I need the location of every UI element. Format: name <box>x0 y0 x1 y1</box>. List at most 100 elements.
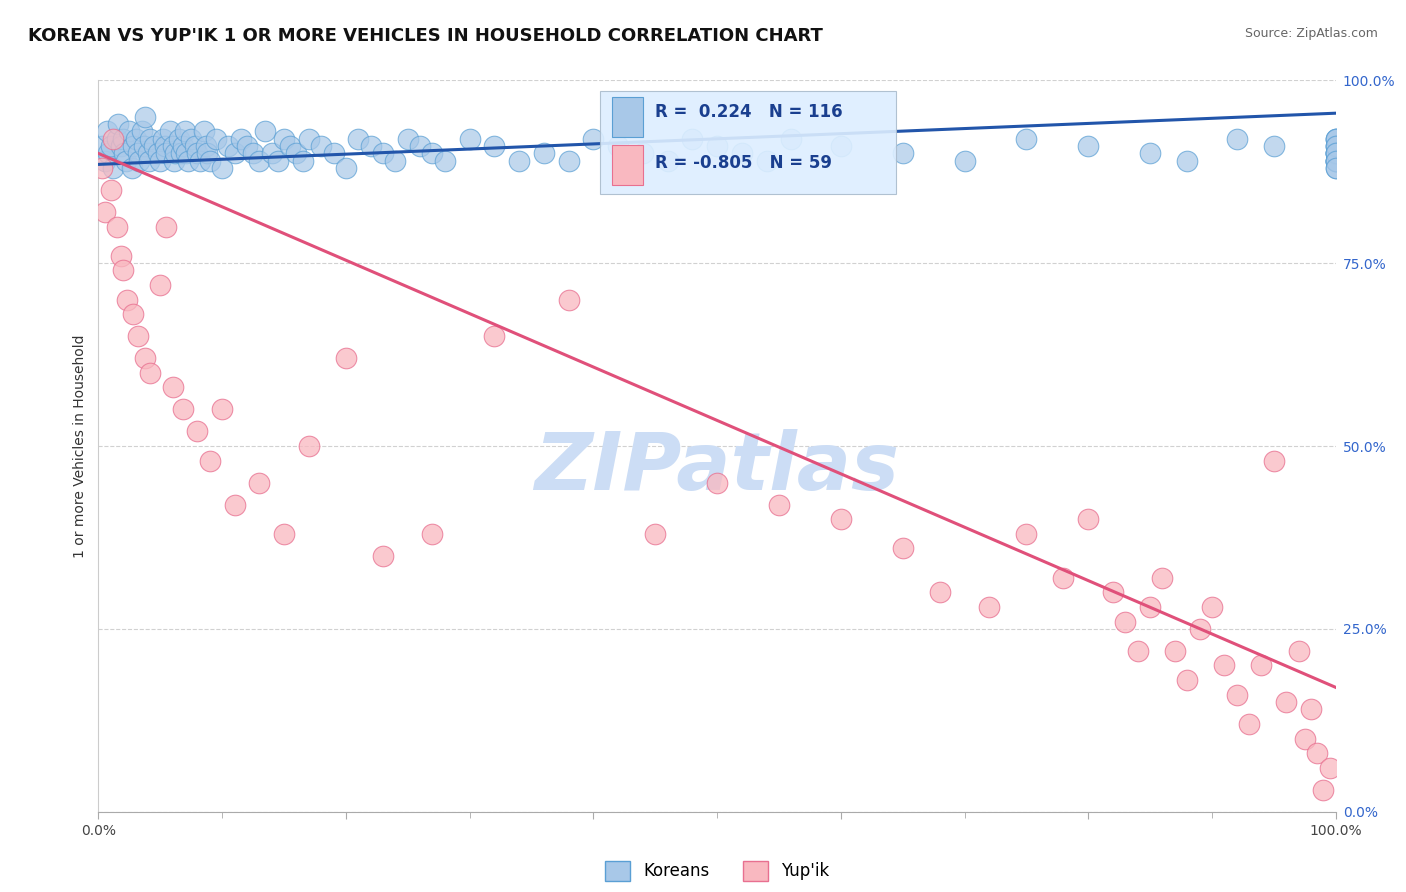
Point <box>224 498 246 512</box>
Point <box>127 146 149 161</box>
Point <box>335 161 357 175</box>
Point <box>1126 644 1149 658</box>
Point <box>172 402 194 417</box>
Point <box>267 153 290 168</box>
Point <box>149 278 172 293</box>
Text: Source: ZipAtlas.com: Source: ZipAtlas.com <box>1244 27 1378 40</box>
Point <box>131 124 153 138</box>
Point <box>1164 644 1187 658</box>
Point <box>830 512 852 526</box>
Point <box>335 351 357 366</box>
Point <box>1175 153 1198 168</box>
Point <box>211 161 233 175</box>
Point <box>167 132 190 146</box>
Point <box>170 146 193 161</box>
Point <box>1324 132 1347 146</box>
Point <box>107 117 129 131</box>
Point <box>149 153 172 168</box>
Point <box>1324 161 1347 175</box>
Point <box>122 307 145 321</box>
Point <box>198 453 221 467</box>
Point <box>273 526 295 541</box>
Point <box>176 153 198 168</box>
Point <box>706 139 728 153</box>
Point <box>1263 139 1285 153</box>
Point <box>224 146 246 161</box>
Point <box>458 132 481 146</box>
Point <box>159 124 181 138</box>
Point <box>706 475 728 490</box>
Point <box>291 153 314 168</box>
Point <box>285 146 308 161</box>
Point <box>112 132 135 146</box>
Point <box>247 153 270 168</box>
Point <box>115 293 138 307</box>
FancyBboxPatch shape <box>599 91 897 194</box>
Point <box>97 146 120 161</box>
Point <box>211 402 233 417</box>
Point <box>105 132 128 146</box>
Point <box>155 146 177 161</box>
Point <box>1294 731 1316 746</box>
Point <box>186 146 208 161</box>
Point <box>347 132 370 146</box>
Point <box>557 153 579 168</box>
Point <box>1324 153 1347 168</box>
Text: R =  0.224   N = 116: R = 0.224 N = 116 <box>655 103 842 120</box>
Point <box>180 132 202 146</box>
Point <box>118 124 141 138</box>
Point <box>155 219 177 234</box>
Legend: Koreans, Yup'ik: Koreans, Yup'ik <box>598 854 837 888</box>
Point <box>1324 132 1347 146</box>
Point <box>146 146 169 161</box>
Point <box>1299 702 1322 716</box>
Point <box>1324 132 1347 146</box>
Point <box>186 425 208 439</box>
Point <box>731 146 754 161</box>
Point <box>1324 146 1347 161</box>
Point <box>139 366 162 380</box>
Point <box>631 146 654 161</box>
Point <box>165 146 187 161</box>
Point <box>768 498 790 512</box>
Point <box>124 132 146 146</box>
Point <box>114 153 136 168</box>
Point <box>1324 153 1347 168</box>
Point <box>384 153 406 168</box>
Point <box>1324 146 1347 161</box>
Point <box>891 541 914 556</box>
Point <box>396 132 419 146</box>
Point <box>229 132 252 146</box>
Point <box>409 139 432 153</box>
Point <box>236 139 259 153</box>
FancyBboxPatch shape <box>612 145 643 186</box>
Point <box>242 146 264 161</box>
Point <box>371 146 394 161</box>
Point <box>152 132 174 146</box>
Point <box>1213 658 1236 673</box>
Point <box>1288 644 1310 658</box>
Point <box>162 380 184 394</box>
Point <box>1324 153 1347 168</box>
Point <box>91 161 114 175</box>
Point <box>91 139 114 153</box>
Point <box>121 161 143 175</box>
Point <box>217 139 239 153</box>
Point <box>1324 146 1347 161</box>
Point <box>112 146 135 161</box>
Point <box>205 132 228 146</box>
Point <box>172 139 194 153</box>
Point <box>163 153 186 168</box>
Point <box>298 439 321 453</box>
Point <box>1175 673 1198 687</box>
Text: ZIPatlas: ZIPatlas <box>534 429 900 507</box>
Point <box>1324 146 1347 161</box>
Point <box>105 219 128 234</box>
Point <box>1114 615 1136 629</box>
Point <box>1226 688 1249 702</box>
Point <box>122 139 145 153</box>
Point <box>681 132 703 146</box>
Point <box>1324 161 1347 175</box>
Point <box>103 132 125 146</box>
Point <box>1250 658 1272 673</box>
